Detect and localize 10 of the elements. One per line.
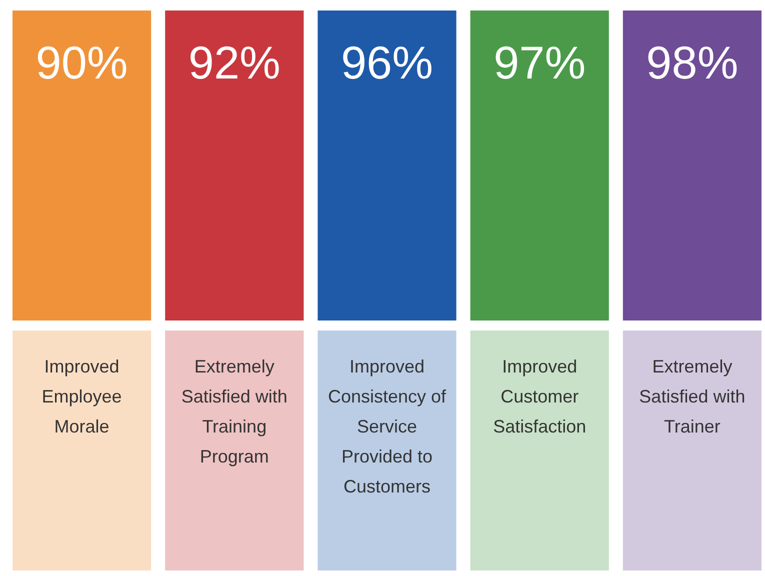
data-label: 98% [646, 36, 738, 88]
category-label: Improved Employee Morale [42, 356, 122, 436]
category-label: Improved Consistency of Service Provided to Customers [328, 356, 448, 496]
data-label: 90% [36, 36, 128, 88]
data-label: 96% [340, 36, 434, 88]
data-label: 97% [494, 36, 586, 88]
category-label: Extremely Satisfied with Training Program [181, 356, 288, 466]
data-label: 92% [188, 36, 280, 88]
category-label: Extremely Satisfied with Trainer [639, 356, 746, 436]
category-label: Improved Customer Satisfaction [493, 356, 586, 436]
